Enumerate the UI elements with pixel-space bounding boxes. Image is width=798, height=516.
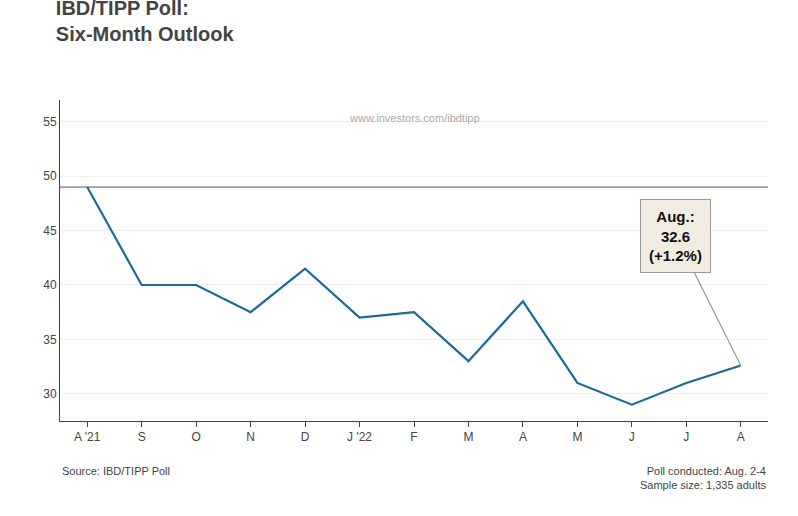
svg-text:O: O — [191, 430, 200, 444]
svg-text:M: M — [463, 430, 473, 444]
svg-text:www.investors.com/ibdtipp: www.investors.com/ibdtipp — [349, 112, 480, 124]
svg-text:A: A — [519, 430, 527, 444]
svg-text:Poll conducted: Aug. 2-4Sample: Poll conducted: Aug. 2-4Sample size: 1,3… — [640, 465, 766, 491]
svg-text:40: 40 — [43, 278, 57, 292]
svg-text:N: N — [246, 430, 255, 444]
svg-text:55: 55 — [43, 115, 57, 129]
svg-text:D: D — [301, 430, 310, 444]
svg-text:Source: IBD/TIPP Poll: Source: IBD/TIPP Poll — [62, 465, 170, 477]
svg-text:50: 50 — [43, 169, 57, 183]
svg-text:35: 35 — [43, 333, 57, 347]
svg-text:A '21: A '21 — [74, 430, 101, 444]
svg-text:45: 45 — [43, 224, 57, 238]
svg-text:Aug.:32.6(+1.2%): Aug.:32.6(+1.2%) — [649, 208, 702, 264]
svg-text:IBD/TIPP Poll:Six-Month Outloo: IBD/TIPP Poll:Six-Month Outlook — [56, 0, 235, 45]
svg-text:30: 30 — [43, 387, 57, 401]
svg-text:S: S — [138, 430, 146, 444]
svg-text:J: J — [683, 430, 689, 444]
svg-text:M: M — [572, 430, 582, 444]
svg-text:A: A — [737, 430, 745, 444]
svg-text:J '22: J '22 — [347, 430, 372, 444]
svg-text:F: F — [410, 430, 417, 444]
svg-text:J: J — [629, 430, 635, 444]
